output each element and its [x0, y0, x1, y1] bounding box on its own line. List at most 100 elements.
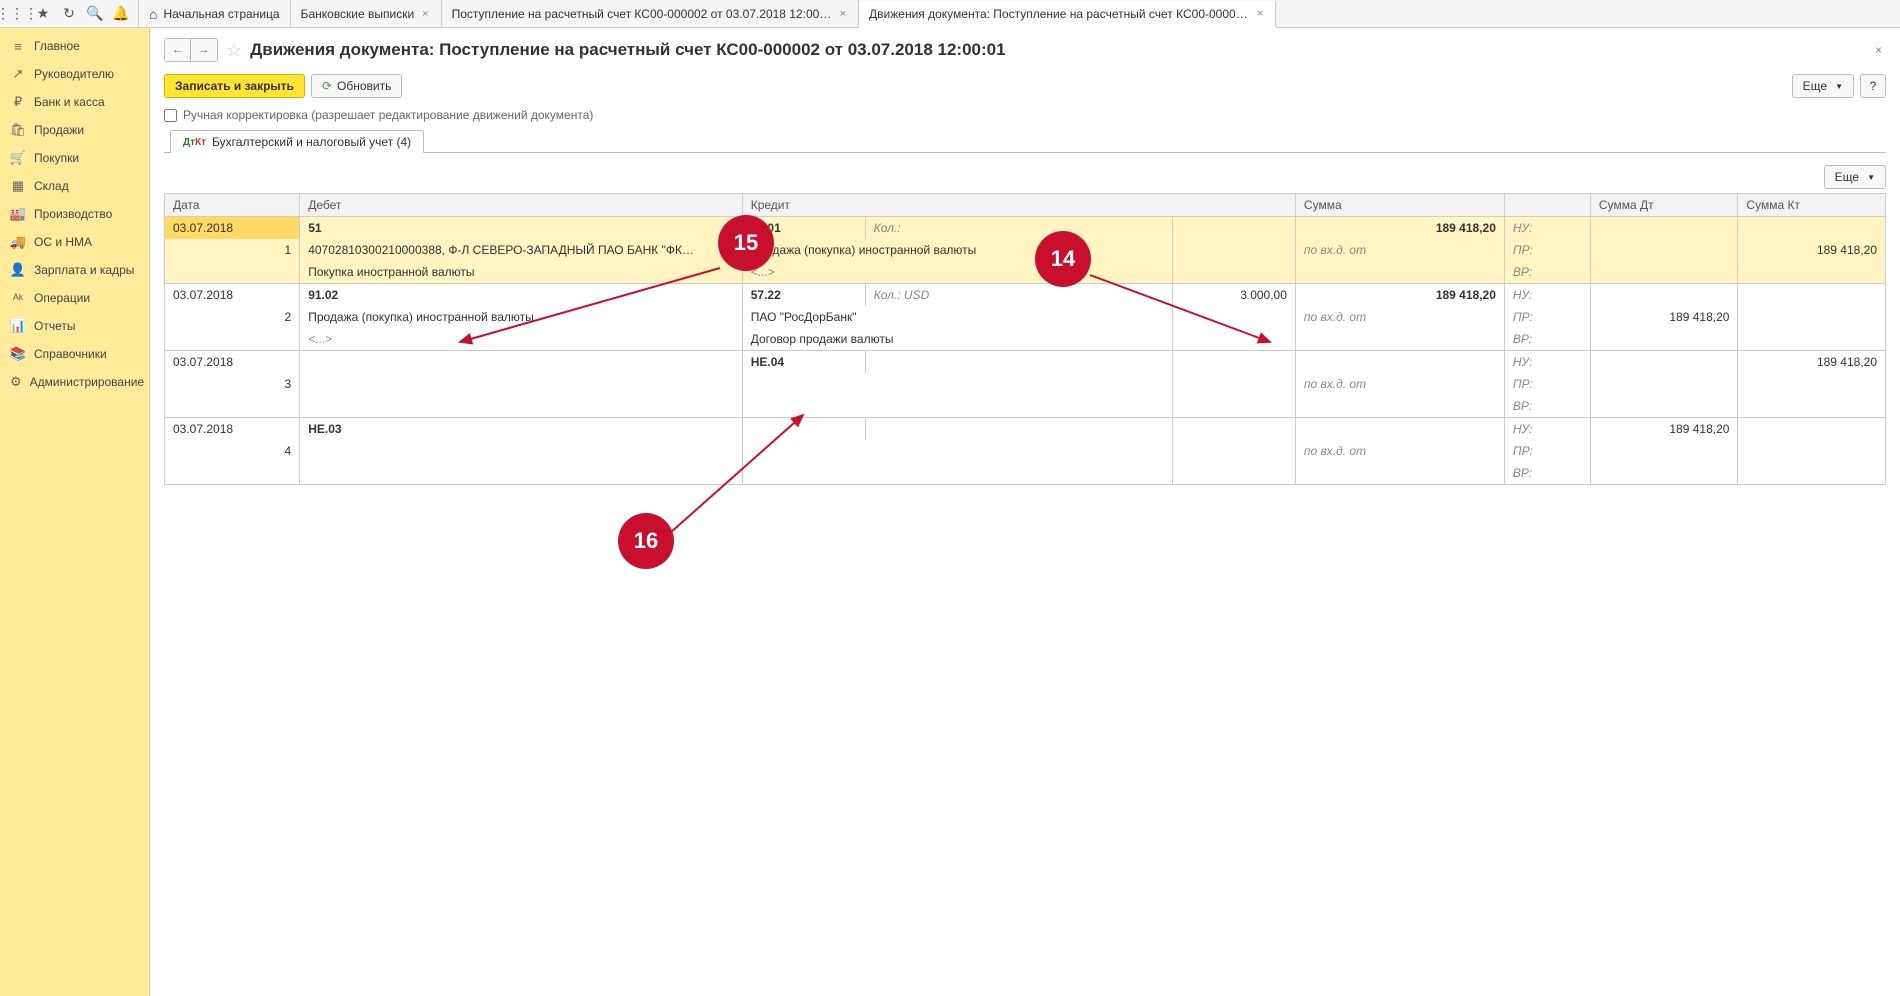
- tab-label: Банковские выписки: [301, 7, 415, 21]
- history-icon[interactable]: ↻: [57, 2, 81, 26]
- table-row[interactable]: 3по вх.д. отПР:: [165, 373, 1886, 395]
- sidebar-item-12[interactable]: ⚙ Администрирование: [0, 368, 149, 396]
- subtab-row: ДтКт Бухгалтерский и налоговый учет (4): [150, 130, 1900, 153]
- sidebar-label: Склад: [34, 179, 69, 193]
- sidebar-item-8[interactable]: 👤 Зарплата и кадры: [0, 256, 149, 284]
- sidebar-label: Покупки: [34, 151, 79, 165]
- search-icon[interactable]: 🔍: [83, 2, 107, 26]
- table-row[interactable]: 03.07.2018НЕ.03НУ:189 418,20: [165, 418, 1886, 441]
- tab-label: Движения документа: Поступление на расче…: [869, 7, 1249, 21]
- sidebar-item-1[interactable]: ↗ Руководителю: [0, 60, 149, 88]
- sidebar-icon: ↗: [10, 66, 26, 82]
- save-close-button[interactable]: Записать и закрыть: [164, 74, 305, 98]
- sidebar-icon: ▦: [10, 178, 26, 194]
- tab-1[interactable]: Банковские выписки ×: [291, 0, 442, 27]
- sidebar-item-9[interactable]: ᴬᵏ Операции: [0, 284, 149, 312]
- sidebar-label: ОС и НМА: [34, 235, 92, 249]
- dt-kt-icon: ДтКт: [183, 137, 206, 148]
- sidebar-icon: ⚙: [10, 374, 22, 390]
- tab-3[interactable]: Движения документа: Поступление на расче…: [859, 1, 1276, 28]
- tab-label: Поступление на расчетный счет КС00-00000…: [452, 7, 832, 21]
- apps-icon[interactable]: ⋮⋮⋮: [5, 2, 29, 26]
- col-sum-kt[interactable]: Сумма Кт: [1738, 194, 1886, 217]
- annotation-badge-16: 16: [618, 513, 674, 569]
- table-row[interactable]: ВР:: [165, 395, 1886, 418]
- sidebar-item-10[interactable]: 📊Отчеты: [0, 312, 149, 340]
- col-sum[interactable]: Сумма: [1295, 194, 1504, 217]
- table-more-label: Еще: [1835, 170, 1859, 184]
- sidebar-label: Справочники: [34, 347, 107, 361]
- sidebar-label: Руководителю: [34, 67, 114, 81]
- chevron-down-icon: ▼: [1835, 82, 1843, 91]
- toolbar-icons: ⋮⋮⋮ ★ ↻ 🔍 🔔: [0, 2, 138, 26]
- sidebar-icon: 👤: [10, 262, 26, 278]
- refresh-label: Обновить: [337, 79, 391, 93]
- table-row[interactable]: 140702810300210000388, Ф-Л СЕВЕРО-ЗАПАДН…: [165, 239, 1886, 261]
- col-label: [1504, 194, 1590, 217]
- tab-close-icon[interactable]: ×: [1255, 8, 1265, 20]
- sidebar-item-0[interactable]: ≡ Главное: [0, 32, 149, 60]
- sidebar-label: Главное: [34, 39, 80, 53]
- nav-forward-button[interactable]: →: [191, 39, 217, 61]
- sidebar-item-3[interactable]: 🛍Продажи: [0, 116, 149, 144]
- sidebar-label: Продажи: [34, 123, 84, 137]
- sidebar-icon: 🛒: [10, 150, 26, 166]
- col-date[interactable]: Дата: [165, 194, 300, 217]
- tab-label: Начальная страница: [163, 7, 279, 21]
- sidebar-item-11[interactable]: 📚 Справочники: [0, 340, 149, 368]
- manual-edit-label: Ручная корректировка (разрешает редактир…: [183, 108, 593, 122]
- sidebar-icon: ᴬᵏ: [10, 290, 26, 306]
- tab-close-icon[interactable]: ×: [838, 8, 848, 20]
- table-row[interactable]: Покупка иностранной валюты<...>ВР:: [165, 261, 1886, 284]
- sidebar-label: Операции: [34, 291, 90, 305]
- main-panel: ← → ☆ Движения документа: Поступление на…: [150, 28, 1900, 996]
- col-credit[interactable]: Кредит: [742, 194, 1295, 217]
- sidebar-label: Производство: [34, 207, 112, 221]
- more-button[interactable]: Еще ▼: [1792, 74, 1854, 98]
- table-row[interactable]: 2Продажа (покупка) иностранной валютыПАО…: [165, 306, 1886, 328]
- table-row[interactable]: 03.07.2018НЕ.04НУ:189 418,20: [165, 351, 1886, 374]
- sidebar-icon: 📚: [10, 346, 26, 362]
- table-more-button[interactable]: Еще ▼: [1824, 165, 1886, 189]
- table-row[interactable]: 03.07.201891.0257.22Кол.: USD3 000,00189…: [165, 284, 1886, 307]
- page-title: Движения документа: Поступление на расче…: [250, 40, 1005, 60]
- table-row[interactable]: ВР:: [165, 462, 1886, 485]
- refresh-icon: ⟳: [322, 79, 332, 93]
- top-toolbar: ⋮⋮⋮ ★ ↻ 🔍 🔔 ⌂Начальная страницаБанковски…: [0, 0, 1900, 28]
- sidebar-icon: ₽: [10, 94, 26, 110]
- sidebar-item-6[interactable]: 🏭Производство: [0, 200, 149, 228]
- sidebar-item-2[interactable]: ₽Банк и касса: [0, 88, 149, 116]
- sidebar-item-5[interactable]: ▦ Склад: [0, 172, 149, 200]
- accounting-tab[interactable]: ДтКт Бухгалтерский и налоговый учет (4): [170, 130, 424, 153]
- sidebar-item-7[interactable]: 🚚ОС и НМА: [0, 228, 149, 256]
- nav-arrows: ← →: [164, 38, 218, 62]
- manual-edit-checkbox[interactable]: [164, 109, 177, 122]
- table-row[interactable]: <...>Договор продажи валютыВР:: [165, 328, 1886, 351]
- sidebar-icon: ≡: [10, 38, 26, 54]
- manual-edit-row: Ручная корректировка (разрешает редактир…: [150, 106, 1900, 130]
- sidebar-icon: 📊: [10, 318, 26, 334]
- tab-0[interactable]: ⌂Начальная страница: [138, 0, 291, 27]
- help-button[interactable]: ?: [1860, 74, 1886, 98]
- table-row[interactable]: 03.07.20185191.01Кол.:189 418,20НУ:: [165, 217, 1886, 240]
- star-icon[interactable]: ★: [31, 2, 55, 26]
- sidebar-label: Зарплата и кадры: [34, 263, 134, 277]
- accounting-table: Дата Дебет Кредит Сумма Сумма Дт Сумма К…: [164, 193, 1886, 485]
- sidebar-label: Администрирование: [30, 375, 144, 389]
- tab-2[interactable]: Поступление на расчетный счет КС00-00000…: [442, 0, 859, 27]
- bell-icon[interactable]: 🔔: [109, 2, 133, 26]
- annotation-badge-15: 15: [718, 215, 774, 271]
- favorite-star-icon[interactable]: ☆: [226, 40, 242, 61]
- refresh-button[interactable]: ⟳ Обновить: [311, 74, 402, 98]
- close-icon[interactable]: ×: [1871, 39, 1886, 61]
- table-row[interactable]: 4по вх.д. отПР:: [165, 440, 1886, 462]
- action-bar: Записать и закрыть ⟳ Обновить Еще ▼ ?: [150, 70, 1900, 106]
- sidebar-item-4[interactable]: 🛒 Покупки: [0, 144, 149, 172]
- annotation-badge-14: 14: [1035, 231, 1091, 287]
- nav-back-button[interactable]: ←: [165, 39, 191, 61]
- tab-close-icon[interactable]: ×: [420, 8, 430, 20]
- col-debit[interactable]: Дебет: [300, 194, 743, 217]
- col-sum-dt[interactable]: Сумма Дт: [1590, 194, 1738, 217]
- table-area: Еще ▼ Дата Дебет Кредит Сумма: [150, 153, 1900, 996]
- chevron-down-icon: ▼: [1867, 173, 1875, 182]
